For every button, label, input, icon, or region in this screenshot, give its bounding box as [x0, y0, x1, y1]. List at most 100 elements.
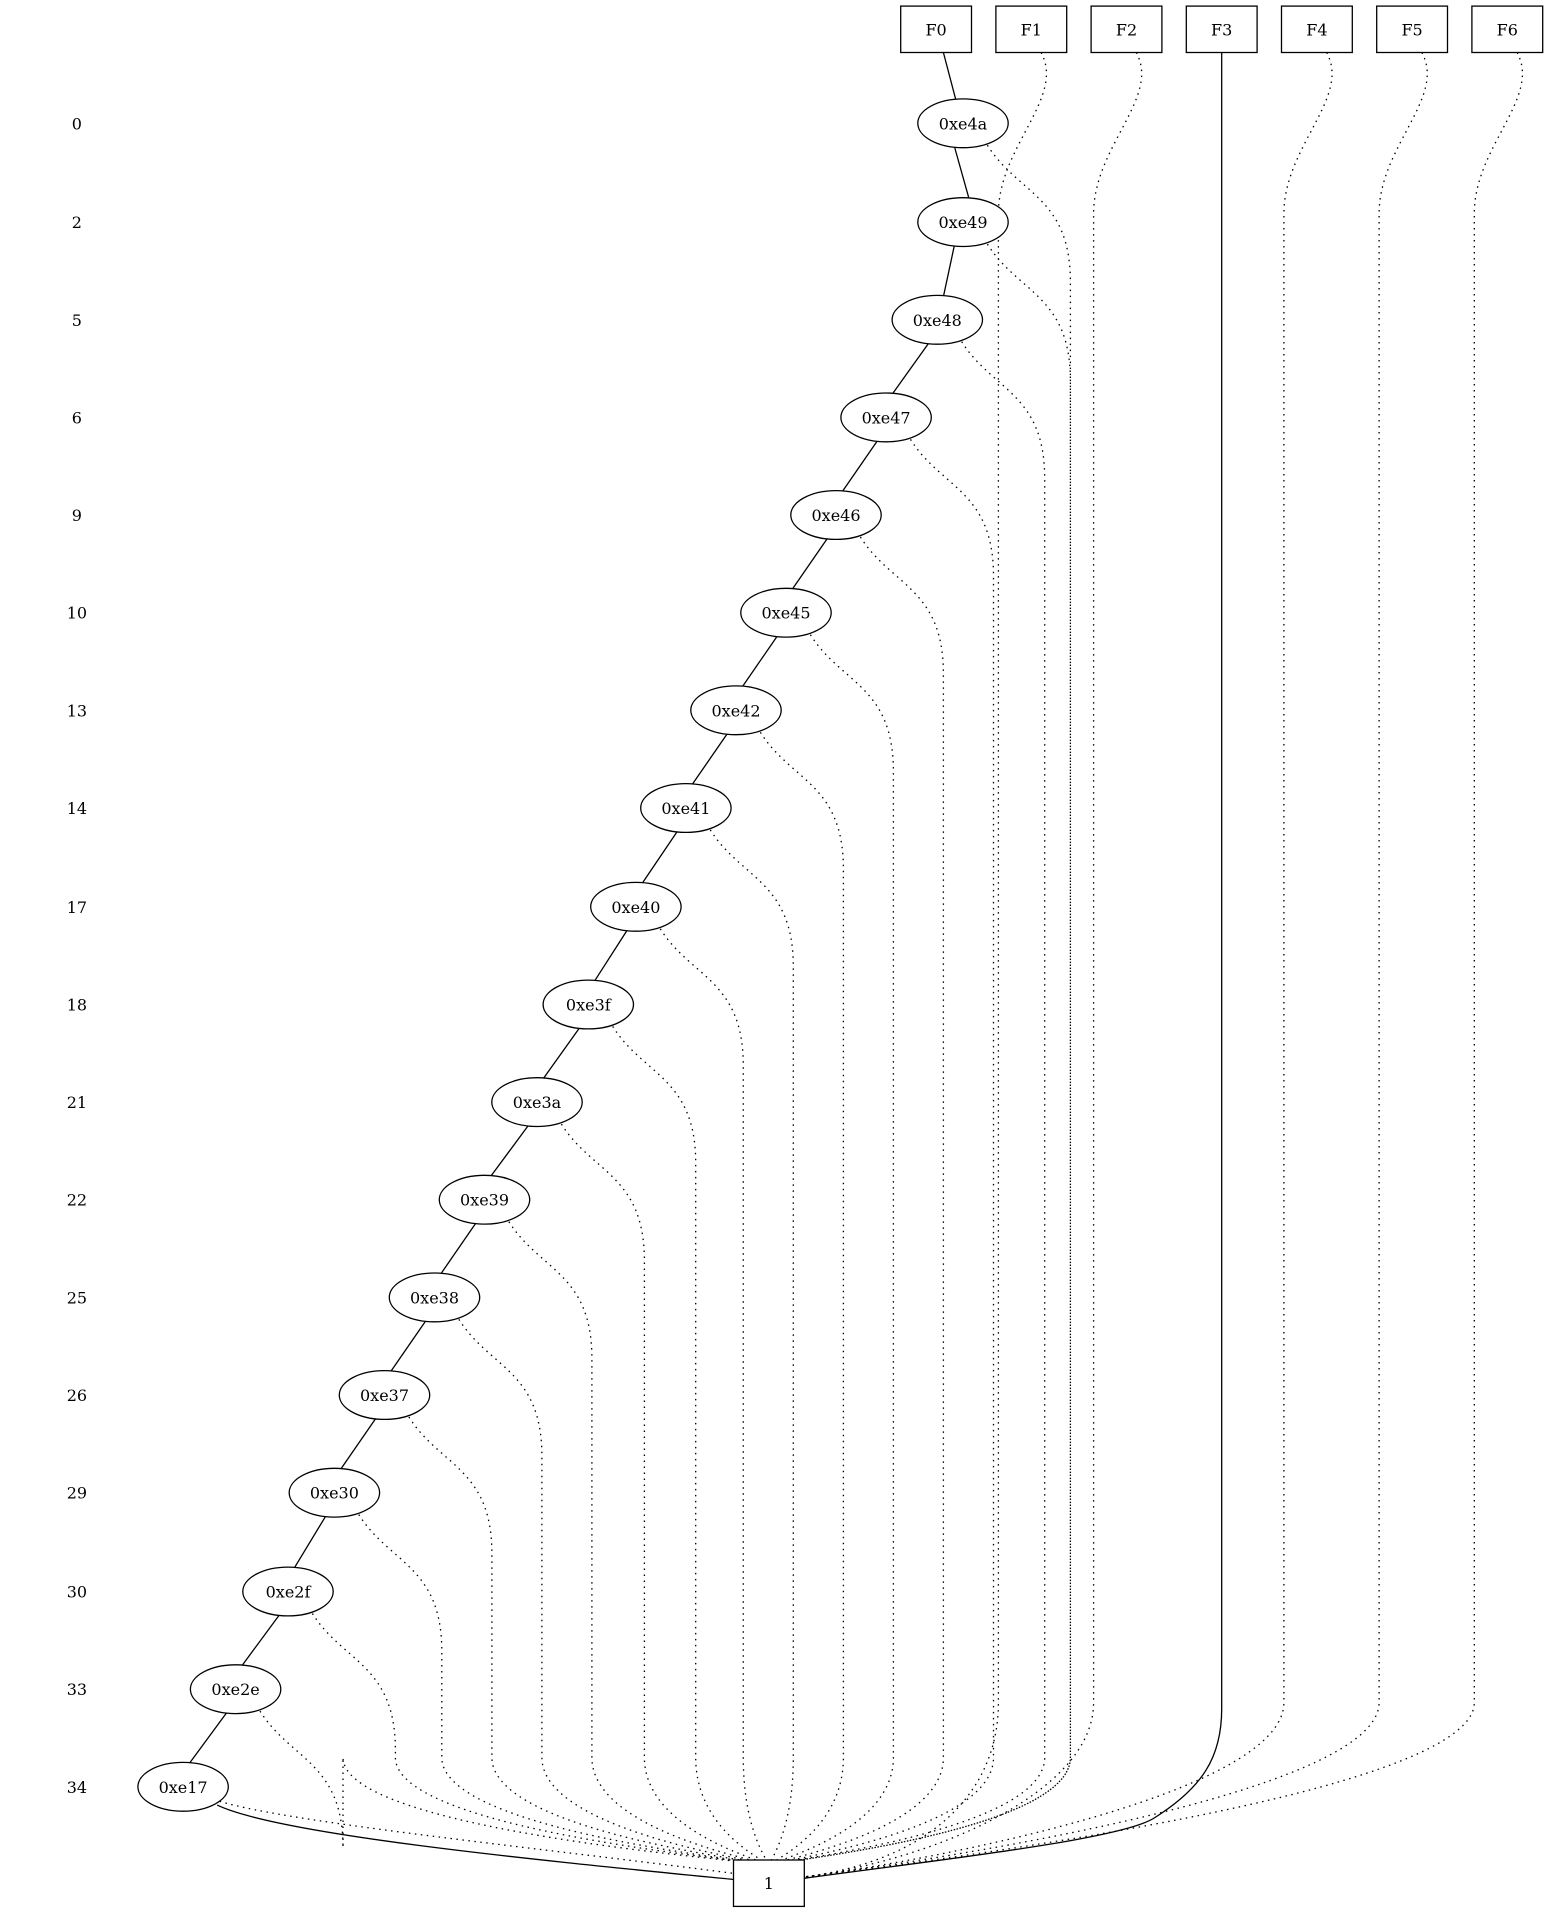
root-box [1185, 5, 1258, 54]
bdd-node-0xe30: 0xe30 [288, 1467, 381, 1518]
node-ellipse [840, 392, 932, 443]
level-label: 14 [67, 799, 87, 818]
level-label: 30 [67, 1583, 87, 1602]
bdd-node-0xe17: 0xe17 [137, 1761, 229, 1812]
node-ellipse [338, 1369, 431, 1421]
root-node-f5: F5 [1376, 5, 1449, 54]
edge-dotted-9 [612, 1026, 766, 1864]
bdd-node-0xe39: 0xe39 [438, 1174, 531, 1225]
edge-dotted-7 [709, 829, 794, 1863]
edge-dotted-6 [759, 731, 845, 1864]
bdd-node-0xe4a: 0xe4a [917, 98, 1009, 149]
edge-solid-16 [188, 1711, 228, 1764]
root-nodes: F0 F1 F2 F3 F4 F5 F6 [900, 5, 1544, 54]
node-ellipse [137, 1761, 229, 1812]
level-label: 34 [67, 1778, 87, 1797]
root-label: F0 [925, 20, 946, 39]
root-label: F6 [1497, 20, 1518, 39]
edge-solid-15 [241, 1614, 281, 1667]
node-ellipse [891, 294, 984, 345]
bdd-node-0xe40: 0xe40 [590, 881, 682, 932]
edge-solid-4 [791, 537, 829, 590]
node-label: 0xe37 [360, 1386, 409, 1405]
level-label: 33 [67, 1680, 87, 1699]
root-label: F5 [1401, 20, 1422, 39]
node-label: 0xe38 [410, 1288, 459, 1307]
node-label: 0xe49 [938, 213, 987, 232]
terminal-node: 1 [732, 1859, 805, 1908]
edge-root-dotted-4 [803, 52, 1333, 1878]
root-label: F1 [1021, 20, 1042, 39]
root-node-f6: F6 [1471, 5, 1544, 54]
node-label: 0xe3a [513, 1093, 562, 1112]
bdd-node-0xe45: 0xe45 [740, 587, 832, 638]
edge-solid-2 [891, 342, 930, 395]
level-label: 5 [72, 311, 82, 330]
edge-solid-last [216, 1804, 734, 1881]
root-node-f2: F2 [1090, 5, 1163, 54]
edge-dotted-16 [259, 1710, 748, 1864]
level-label: 25 [67, 1288, 87, 1307]
decision-nodes: 0xe4a 0xe49 0xe48 0xe47 0xe46 0xe45 0xe42 0xe41… [137, 98, 1009, 1812]
node-label: 0xe17 [159, 1778, 208, 1797]
node-ellipse [491, 1077, 583, 1128]
level-label: 10 [67, 604, 87, 623]
edge-dotted-4 [777, 536, 945, 1864]
node-label: 0xe3f [566, 996, 612, 1015]
edge-dotted-0 [783, 144, 1072, 1864]
node-label: 0xe47 [862, 408, 911, 427]
node-ellipse [917, 98, 1009, 149]
level-label: 17 [67, 898, 87, 917]
level-label: 6 [72, 408, 82, 427]
bdd-node-0xe3f: 0xe3f [542, 979, 635, 1030]
terminal-layer: 1 [732, 1859, 805, 1908]
edge-dotted-14 [358, 1514, 753, 1864]
level-label: 22 [67, 1191, 87, 1210]
edge-dotted-13 [408, 1416, 756, 1864]
node-label: 0xe42 [711, 701, 760, 720]
bdd-node-0xe38: 0xe38 [388, 1272, 481, 1323]
bdd-node-0xe48: 0xe48 [891, 294, 984, 345]
node-ellipse [590, 881, 682, 932]
node-ellipse [542, 979, 635, 1030]
node-ellipse [189, 1664, 282, 1715]
edge-solid-7 [641, 830, 678, 884]
bdd-node-0xe2e: 0xe2e [189, 1664, 282, 1715]
edge-dotted-3 [779, 439, 995, 1864]
edge-dotted-last [219, 1800, 734, 1875]
bdd-node-0xe37: 0xe37 [338, 1369, 431, 1421]
node-ellipse [288, 1467, 381, 1518]
root-label: F3 [1211, 20, 1232, 39]
node-ellipse [388, 1272, 481, 1323]
edge-root-f0 [942, 52, 957, 100]
root-box [1471, 5, 1544, 54]
node-label: 0xe2f [266, 1583, 312, 1602]
edge-dotted-8 [659, 928, 769, 1863]
edge-solid-11 [440, 1222, 477, 1275]
node-label: 0xe41 [661, 799, 710, 818]
edge-dotted-10 [560, 1123, 763, 1864]
bdd-node-0xe42: 0xe42 [690, 685, 782, 736]
level-label: 18 [67, 996, 87, 1015]
edge-dotted-11 [508, 1221, 761, 1864]
root-node-f0: F0 [900, 5, 973, 54]
edge-solid-14 [293, 1515, 327, 1569]
edge-dotted-12 [458, 1318, 758, 1864]
edge-root-dotted-2 [803, 52, 1143, 1878]
level-label: 0 [72, 114, 82, 133]
root-label: F2 [1116, 20, 1137, 39]
root-box [900, 5, 973, 54]
level-label: 21 [67, 1093, 87, 1112]
node-ellipse [242, 1566, 334, 1617]
bdd-node-0xe2f: 0xe2f [242, 1566, 334, 1617]
edge-solid-10 [490, 1124, 530, 1177]
level-label: 29 [67, 1484, 87, 1503]
node-ellipse [690, 685, 782, 736]
node-label: 0xe39 [460, 1191, 509, 1210]
node-label: 0xe30 [310, 1484, 359, 1503]
root-node-f1: F1 [995, 5, 1068, 54]
root-box [995, 5, 1068, 54]
node-label: 0xe46 [811, 506, 860, 525]
node-ellipse [740, 587, 832, 638]
